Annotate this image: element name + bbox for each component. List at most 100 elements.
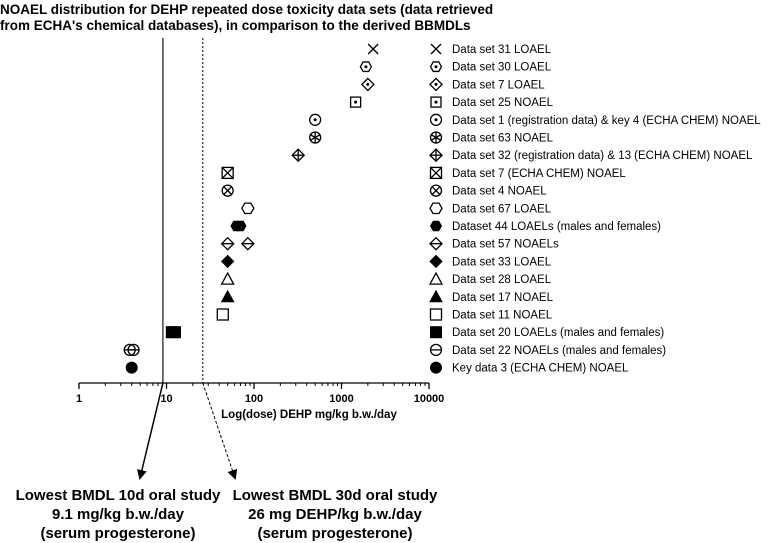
legend-marker-data-set-25-noael bbox=[430, 96, 442, 108]
point-data-set-17-noael-0 bbox=[220, 289, 235, 303]
x-axis-label: Log(dose) DEHP mg/kg b.w./day bbox=[221, 409, 397, 421]
bmdl-10d-line-3: (serum progesterone) bbox=[40, 525, 196, 542]
x-tick-label-1: 1 bbox=[76, 393, 82, 405]
legend-label: Data set 33 LOAEL bbox=[452, 256, 552, 268]
bmdl-10d-line-1: Lowest BMDL 10d oral study bbox=[15, 487, 221, 504]
point-data-set-57-noaels-1 bbox=[240, 236, 255, 251]
legend-marker-data-set-33-loael bbox=[429, 254, 443, 269]
legend-marker-data-set-7-echa-chem-noael bbox=[429, 166, 443, 180]
legend-item-data-set-31-loael: Data set 31 LOAEL bbox=[430, 43, 552, 56]
reference-arrow-bmdl-0 bbox=[137, 382, 164, 480]
legend-item-data-set-7-echa-chem-noael: Data set 7 (ECHA CHEM) NOAEL bbox=[429, 166, 626, 180]
legend-label: Data set 63 NOAEL bbox=[452, 133, 554, 145]
point-data-set-7-echa-chem-noael-0 bbox=[221, 166, 234, 180]
point-data-set-25-noael-0 bbox=[349, 96, 362, 108]
bmdl-30d-line-2: 26 mg DEHP/kg b.w./day bbox=[248, 506, 422, 523]
legend-item-data-set-67-loael: Data set 67 LOAEL bbox=[429, 202, 552, 215]
legend-marker-key-data-3-echa-chem-noael bbox=[430, 361, 442, 374]
legend-label: Data set 11 NOAEL bbox=[452, 310, 553, 322]
point-data-set-30-loael-0 bbox=[359, 61, 373, 73]
legend-marker-data-set-17-noael bbox=[429, 289, 443, 303]
bmdl-30d-line-3: (serum progesterone) bbox=[257, 525, 413, 542]
legend-label: Data set 57 NOAELs bbox=[452, 239, 559, 251]
point-data-set-1-registration-data-key-4-echa-chem-noael-0 bbox=[309, 113, 322, 126]
legend-item-data-set-25-noael: Data set 25 NOAEL bbox=[430, 96, 554, 109]
reference-arrow-bmdl-1 bbox=[202, 382, 238, 480]
legend-marker-data-set-22-noaels-males-and-females bbox=[429, 343, 443, 357]
x-tick-label-10000: 10000 bbox=[414, 393, 445, 405]
bmdl-30d-annotation: Lowest BMDL 30d oral study 26 mg DEHP/kg… bbox=[215, 486, 455, 543]
legend-label: Key data 3 (ECHA CHEM) NOAEL bbox=[452, 363, 629, 375]
legend-marker-data-set-7-loael bbox=[429, 77, 443, 92]
legend-label: Data set 30 LOAEL bbox=[452, 62, 552, 74]
legend-marker-data-set-20-loaels-males-and-females bbox=[430, 326, 442, 339]
legend-marker-data-set-63-noael bbox=[429, 131, 443, 144]
point-data-set-11-noael-0 bbox=[216, 308, 229, 321]
legend-label: Data set 67 LOAEL bbox=[452, 203, 552, 215]
legend-item-data-set-28-loael: Data set 28 LOAEL bbox=[428, 271, 552, 286]
legend-label: Data set 32 (registration data) & 13 (EC… bbox=[452, 150, 753, 162]
bmdl-10d-line-2: 9.1 mg/kg b.w./day bbox=[52, 506, 184, 523]
bmdl-30d-line-1: Lowest BMDL 30d oral study bbox=[232, 487, 438, 504]
legend-item-data-set-4-noael: Data set 4 NOAEL bbox=[429, 184, 547, 198]
point-data-set-33-loael-0 bbox=[220, 254, 235, 269]
point-dataset-44-loaels-males-and-females-1 bbox=[234, 220, 247, 232]
legend: Data set 31 LOAEL Data set 30 LOAEL Data s… bbox=[428, 43, 761, 375]
point-data-set-57-noaels-0 bbox=[220, 236, 235, 251]
legend-item-key-data-3-echa-chem-noael: Key data 3 (ECHA CHEM) NOAEL bbox=[430, 361, 629, 375]
legend-item-data-set-20-loaels-males-and-females: Data set 20 LOAELs (males and females) bbox=[430, 326, 664, 339]
point-key-data-3-echa-chem-noael-0 bbox=[125, 361, 138, 374]
legend-item-data-set-63-noael: Data set 63 NOAEL bbox=[429, 131, 554, 145]
chart-title: NOAEL distribution for DEHP repeated dos… bbox=[0, 2, 494, 34]
legend-marker-data-set-57-noaels bbox=[429, 236, 443, 251]
legend-marker-data-set-28-loael bbox=[428, 271, 444, 285]
legend-label: Data set 31 LOAEL bbox=[452, 44, 552, 56]
legend-label: Data set 22 NOAELs (males and females) bbox=[452, 345, 666, 357]
point-data-set-28-loael-0 bbox=[220, 271, 235, 285]
point-data-set-7-loael-0 bbox=[360, 77, 375, 92]
x-tick-label-10: 10 bbox=[160, 393, 172, 405]
axes-layer: 1 10 100 1000 10000 Log(dose) DEHP mg/kg b.w.… bbox=[76, 382, 445, 421]
legend-item-data-set-32-registration-data-13-echa-chem-noael: Data set 32 (registration data) & 13 (EC… bbox=[429, 148, 753, 163]
point-data-set-20-loaels-males-and-females-1 bbox=[168, 326, 181, 339]
legend-label: Data set 4 NOAEL bbox=[452, 186, 547, 198]
legend-marker-data-set-1-registration-data-key-4-echa-chem-noael bbox=[429, 113, 443, 126]
point-data-set-31-loael-0 bbox=[367, 43, 379, 55]
legend-item-data-set-7-loael: Data set 7 LOAEL bbox=[429, 77, 545, 92]
x-tick-label-100: 100 bbox=[245, 393, 263, 405]
legend-label: Dataset 44 LOAELs (males and females) bbox=[452, 221, 661, 233]
legend-label: Data set 7 LOAEL bbox=[452, 79, 545, 91]
legend-item-data-set-22-noaels-males-and-females: Data set 22 NOAELs (males and females) bbox=[429, 343, 666, 357]
point-data-set-22-noaels-males-and-females-1 bbox=[127, 343, 140, 357]
legend-marker-dataset-44-loaels-males-and-females bbox=[429, 220, 443, 232]
legend-label: Data set 28 LOAEL bbox=[452, 274, 552, 286]
legend-marker-data-set-11-noael bbox=[429, 308, 443, 321]
legend-marker-data-set-30-loael bbox=[429, 61, 443, 73]
legend-item-data-set-30-loael: Data set 30 LOAEL bbox=[429, 61, 552, 74]
point-data-set-32-registration-data-13-echa-chem-noael-0 bbox=[291, 148, 306, 163]
legend-label: Data set 17 NOAEL bbox=[452, 292, 554, 304]
reference-lines-layer bbox=[137, 38, 238, 480]
bmdl-10d-annotation: Lowest BMDL 10d oral study 9.1 mg/kg b.w… bbox=[0, 486, 238, 543]
legend-label: Data set 7 (ECHA CHEM) NOAEL bbox=[452, 168, 626, 180]
legend-marker-data-set-67-loael bbox=[429, 202, 443, 215]
chart-title-line-2: from ECHA's chemical databases), in comp… bbox=[0, 18, 471, 33]
legend-item-data-set-17-noael: Data set 17 NOAEL bbox=[429, 289, 554, 304]
point-data-set-4-noael-0 bbox=[221, 184, 234, 197]
legend-label: Data set 1 (registration data) & key 4 (… bbox=[452, 115, 761, 127]
legend-label: Data set 25 NOAEL bbox=[452, 97, 554, 109]
legend-item-data-set-33-loael: Data set 33 LOAEL bbox=[429, 254, 552, 269]
legend-item-dataset-44-loaels-males-and-females: Dataset 44 LOAELs (males and females) bbox=[429, 220, 661, 233]
legend-item-data-set-57-noaels: Data set 57 NOAELs bbox=[429, 236, 559, 251]
legend-item-data-set-11-noael: Data set 11 NOAEL bbox=[429, 308, 553, 322]
legend-item-data-set-1-registration-data-key-4-echa-chem-noael: Data set 1 (registration data) & key 4 (… bbox=[429, 113, 761, 127]
x-tick-label-1000: 1000 bbox=[329, 393, 353, 405]
legend-marker-data-set-32-registration-data-13-echa-chem-noael bbox=[429, 148, 443, 163]
point-data-set-63-noael-0 bbox=[309, 131, 322, 144]
legend-marker-data-set-31-loael bbox=[430, 43, 442, 55]
legend-label: Data set 20 LOAELs (males and females) bbox=[452, 327, 664, 339]
chart-title-line-1: NOAEL distribution for DEHP repeated dos… bbox=[0, 2, 494, 17]
legend-marker-data-set-4-noael bbox=[429, 184, 443, 197]
point-data-set-67-loael-0 bbox=[241, 202, 255, 215]
